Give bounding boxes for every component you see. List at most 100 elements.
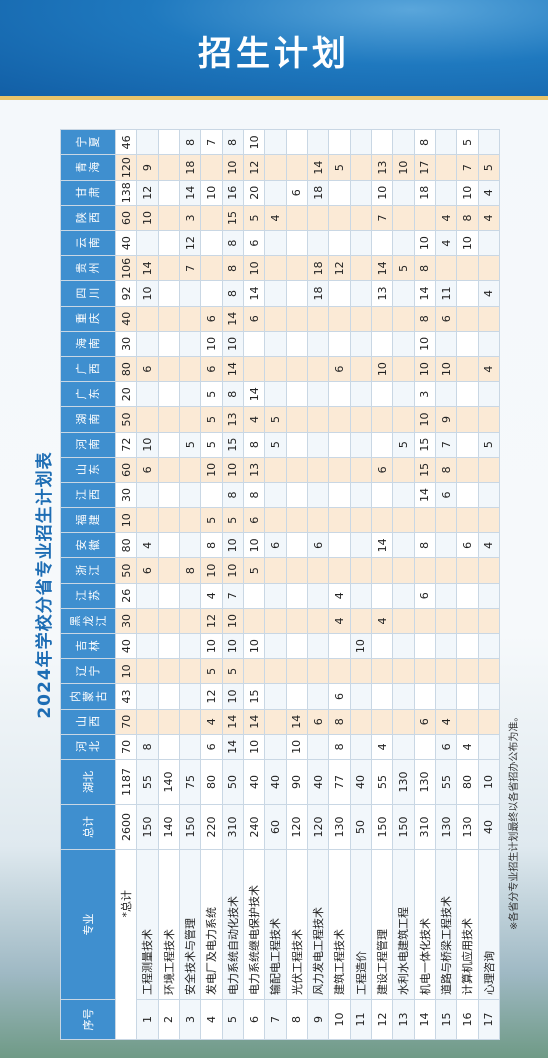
quota-cell bbox=[328, 129, 351, 155]
quota-cell bbox=[179, 583, 201, 609]
quota-cell bbox=[307, 457, 329, 483]
quota-cell: 8 bbox=[414, 306, 436, 332]
province-total: 46 bbox=[115, 129, 137, 155]
quota-cell bbox=[286, 658, 308, 684]
quota-cell: 4 bbox=[243, 406, 265, 433]
quota-cell: 10 bbox=[414, 406, 436, 433]
province-header: 山东 bbox=[60, 457, 116, 483]
quota-cell bbox=[478, 734, 500, 760]
quota-cell: 7 bbox=[435, 432, 457, 458]
quota-cell bbox=[158, 306, 180, 332]
quota-cell: 10 bbox=[414, 356, 436, 382]
quota-cell bbox=[243, 583, 265, 609]
quota-cell bbox=[350, 583, 372, 609]
quota-cell: 10 bbox=[243, 532, 265, 558]
quota-cell: 5 bbox=[222, 658, 244, 684]
quota-cell: 6 bbox=[136, 457, 159, 483]
major-name: 水利水电建筑工程 bbox=[392, 849, 415, 1000]
quota-cell: 4 bbox=[478, 280, 500, 307]
quota-cell: 10 bbox=[435, 356, 457, 382]
row-number: 7 bbox=[264, 999, 287, 1040]
quota-cell: 11 bbox=[435, 280, 457, 307]
quota-cell bbox=[243, 331, 265, 357]
quota-cell: 13 bbox=[222, 406, 244, 433]
quota-cell bbox=[286, 230, 308, 256]
major-name: 风力发电工程技术 bbox=[307, 849, 329, 1000]
quota-cell: 8 bbox=[222, 255, 244, 281]
quota-cell bbox=[328, 558, 351, 584]
quota-cell bbox=[371, 432, 393, 458]
quota-cell bbox=[350, 230, 372, 256]
quota-cell bbox=[179, 331, 201, 357]
data-row: 14 机电一体化技术 310 130 6 6 8 14 15 15 10 3 10 10 8 14 8 10 18 1… bbox=[414, 129, 436, 1040]
quota-cell bbox=[179, 683, 201, 710]
quota-cell: 8 bbox=[328, 734, 351, 760]
quota-cell bbox=[286, 331, 308, 357]
province-total: 50 bbox=[115, 558, 137, 584]
quota-cell: 4 bbox=[478, 356, 500, 382]
quota-cell: 5 bbox=[478, 432, 500, 458]
quota-cell: 10 bbox=[222, 683, 244, 710]
quota-cell: 8 bbox=[243, 432, 265, 458]
quota-cell bbox=[286, 406, 308, 433]
quota-cell bbox=[286, 507, 308, 533]
quota-cell bbox=[286, 129, 308, 155]
data-row: 5 电力系统自动化技术 310 50 14 14 10 5 10 10 7 10 10 5 8 10 15 13 8… bbox=[222, 129, 244, 1040]
quota-cell bbox=[350, 155, 372, 181]
quota-cell: 15 bbox=[222, 432, 244, 458]
province-total: 120 bbox=[115, 155, 137, 181]
quota-cell bbox=[456, 709, 479, 735]
quota-cell bbox=[478, 558, 500, 584]
province-header: 浙江 bbox=[60, 558, 116, 584]
row-total: 120 bbox=[307, 804, 329, 850]
quota-cell bbox=[136, 381, 159, 407]
quota-cell: 10 bbox=[456, 180, 479, 206]
quota-cell: 10 bbox=[286, 734, 308, 760]
quota-cell bbox=[307, 507, 329, 533]
quota-cell bbox=[200, 230, 223, 256]
grand-total: 2600 bbox=[115, 804, 137, 850]
quota-cell bbox=[264, 280, 287, 307]
quota-cell: 10 bbox=[222, 633, 244, 659]
row-total: 150 bbox=[179, 804, 201, 850]
quota-cell: 4 bbox=[264, 205, 287, 231]
province-header: 安徽 bbox=[60, 532, 116, 558]
quota-cell bbox=[478, 406, 500, 433]
province-total: 43 bbox=[115, 683, 137, 710]
quota-cell bbox=[264, 356, 287, 382]
quota-cell bbox=[158, 734, 180, 760]
quota-cell bbox=[414, 507, 436, 533]
quota-cell: 14 bbox=[222, 356, 244, 382]
quota-cell bbox=[478, 457, 500, 483]
quota-cell bbox=[328, 406, 351, 433]
quota-cell bbox=[435, 129, 457, 155]
quota-cell bbox=[307, 331, 329, 357]
quota-cell: 10 bbox=[222, 608, 244, 634]
quota-cell bbox=[286, 205, 308, 231]
quota-cell: 5 bbox=[200, 507, 223, 533]
quota-cell bbox=[179, 608, 201, 634]
quota-cell: 4 bbox=[328, 583, 351, 609]
data-row: 2 环境工程技术 140 140 bbox=[158, 129, 180, 1040]
quota-cell: 3 bbox=[414, 381, 436, 407]
quota-cell: 8 bbox=[435, 457, 457, 483]
quota-cell bbox=[350, 306, 372, 332]
quota-cell bbox=[307, 558, 329, 584]
quota-cell bbox=[350, 180, 372, 206]
quota-cell bbox=[158, 507, 180, 533]
province-total: 26 bbox=[115, 583, 137, 609]
quota-cell bbox=[179, 280, 201, 307]
quota-cell bbox=[158, 608, 180, 634]
quota-cell: 6 bbox=[328, 683, 351, 710]
row-number: 11 bbox=[350, 999, 372, 1040]
quota-cell bbox=[392, 558, 415, 584]
quota-cell bbox=[179, 658, 201, 684]
quota-cell: 10 bbox=[222, 155, 244, 181]
quota-cell bbox=[350, 558, 372, 584]
province-header: 青海 bbox=[60, 155, 116, 181]
quota-cell: 6 bbox=[264, 532, 287, 558]
quota-cell: 10 bbox=[456, 230, 479, 256]
data-row: 8 光伏工程技术 120 90 10 14 6 bbox=[286, 129, 308, 1040]
quota-cell bbox=[286, 482, 308, 508]
column-header: 总计 bbox=[60, 804, 116, 850]
